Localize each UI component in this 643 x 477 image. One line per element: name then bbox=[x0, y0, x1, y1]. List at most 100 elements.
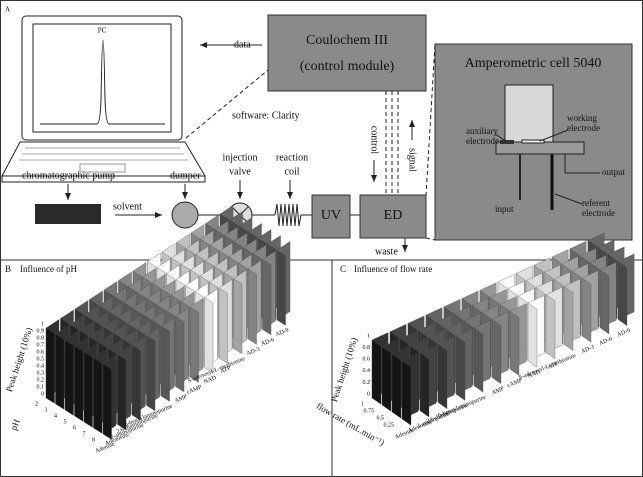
bar-block bbox=[438, 344, 447, 408]
bar-block bbox=[46, 328, 55, 403]
pump-label: chromatographic pump bbox=[22, 170, 115, 181]
y-tick-label: 1 bbox=[41, 321, 44, 327]
bar-block bbox=[618, 261, 627, 325]
category-label: AD-9 bbox=[616, 328, 631, 339]
panel-title: Influence of pH bbox=[20, 264, 77, 274]
depth-tick-label: 0.25 bbox=[384, 422, 395, 428]
y-tick-label: 0.5 bbox=[37, 356, 45, 362]
bar-block bbox=[263, 260, 272, 335]
depth-tick-label: 1 bbox=[361, 401, 364, 407]
bar-block bbox=[456, 336, 465, 400]
y-tick-label: 0.2 bbox=[37, 377, 45, 383]
bar-block bbox=[277, 250, 286, 325]
y-tick-label: 0.1 bbox=[37, 384, 45, 390]
depth-tick-label: 3 bbox=[45, 407, 48, 413]
pump bbox=[35, 204, 101, 224]
solvent-label: solvent bbox=[113, 201, 142, 212]
depth-tick-label: 5 bbox=[64, 419, 67, 425]
category-label: AD-3 bbox=[580, 345, 595, 356]
bar-block bbox=[56, 334, 65, 409]
signal-label: signal bbox=[407, 148, 418, 172]
output-label: output bbox=[602, 167, 626, 177]
category-label: AD-6 bbox=[260, 337, 275, 348]
valve-label: valve bbox=[229, 166, 251, 177]
connection bbox=[426, 44, 435, 196]
bar-block bbox=[65, 340, 74, 415]
aux-label: auxiliary bbox=[466, 126, 498, 136]
aux-label: electrode bbox=[466, 136, 499, 146]
ref-label: referent bbox=[582, 198, 610, 208]
bar-block bbox=[528, 303, 537, 367]
electrode bbox=[500, 140, 514, 144]
depth-tick-label: 4 bbox=[54, 413, 57, 419]
category-label: AD-9 bbox=[275, 328, 290, 339]
y-tick-label: 0.8 bbox=[37, 335, 45, 341]
depth-tick-label: 2 bbox=[35, 401, 38, 407]
bar-block bbox=[132, 345, 141, 420]
uv-label: UV bbox=[321, 208, 341, 223]
work-label: working bbox=[567, 113, 597, 123]
dumper bbox=[172, 202, 198, 228]
depth-tick-label: 8 bbox=[92, 437, 95, 443]
depth-axis-label: flow rate (mL.min⁻¹) bbox=[315, 401, 386, 448]
y-tick-label: 0.2 bbox=[363, 380, 371, 386]
coil bbox=[275, 204, 301, 226]
cell-title: Amperometric cell 5040 bbox=[465, 56, 602, 71]
bar-block bbox=[510, 311, 519, 375]
ed-label: ED bbox=[384, 208, 403, 223]
category-label: AMP bbox=[174, 394, 189, 405]
panel-title: Influence of flow rate bbox=[354, 264, 432, 274]
coil-label: coil bbox=[285, 166, 300, 177]
depth-tick-label: 6 bbox=[73, 425, 76, 431]
control-label: control bbox=[369, 126, 380, 155]
ref-label: electrode bbox=[582, 208, 615, 218]
pc-label: PC bbox=[98, 27, 107, 35]
software-label: software: Clarity bbox=[232, 110, 299, 121]
screen-inner bbox=[33, 24, 171, 132]
bar-block bbox=[84, 352, 93, 427]
y-tick-label: 0.3 bbox=[37, 370, 45, 376]
depth-tick-label: 0.5 bbox=[377, 415, 385, 421]
bar-block bbox=[492, 320, 501, 384]
bar-block bbox=[161, 326, 170, 401]
coil-label: reaction bbox=[276, 152, 308, 163]
bar-block bbox=[176, 317, 185, 392]
bar-block bbox=[382, 347, 391, 411]
bar-block bbox=[147, 336, 156, 411]
bar-block bbox=[546, 295, 555, 359]
work-label: electrode bbox=[567, 123, 600, 133]
panel-letter: B bbox=[5, 264, 11, 274]
y-tick-label: 0.8 bbox=[363, 345, 371, 351]
y-tick-label: 1 bbox=[367, 333, 370, 339]
data-label: data bbox=[234, 39, 251, 50]
y-tick-label: 0.4 bbox=[37, 363, 45, 369]
panel-letter: C bbox=[340, 264, 346, 274]
panel-letter: A bbox=[5, 6, 10, 14]
y-tick-label: 0.7 bbox=[37, 342, 45, 348]
bar-block bbox=[234, 279, 243, 354]
connection bbox=[186, 70, 268, 138]
control-module bbox=[268, 15, 426, 91]
valve-label: injection bbox=[223, 152, 258, 163]
bar-block bbox=[205, 298, 214, 373]
dumper-label: dumper bbox=[170, 170, 201, 181]
module-sub: (control module) bbox=[300, 59, 395, 74]
bar-block bbox=[582, 278, 591, 342]
bar-block bbox=[420, 353, 429, 417]
bar-block bbox=[564, 286, 573, 350]
y-tick-label: 0.9 bbox=[37, 328, 45, 334]
y-tick-label: 0.6 bbox=[37, 349, 45, 355]
input-label: input bbox=[495, 204, 514, 214]
bar-block bbox=[190, 307, 199, 382]
y-tick-label: 0.6 bbox=[363, 357, 371, 363]
bar-block bbox=[219, 288, 228, 363]
cell-body bbox=[505, 85, 553, 142]
category-label: AD-3 bbox=[246, 347, 261, 358]
bar-block bbox=[474, 328, 483, 392]
depth-tick-label: 0.75 bbox=[364, 408, 375, 414]
category-label: cAMP bbox=[186, 384, 203, 396]
bar-block bbox=[94, 358, 103, 433]
waste-label: waste bbox=[375, 246, 398, 257]
bar-block bbox=[248, 269, 257, 344]
y-tick-label: 0.4 bbox=[363, 368, 371, 374]
